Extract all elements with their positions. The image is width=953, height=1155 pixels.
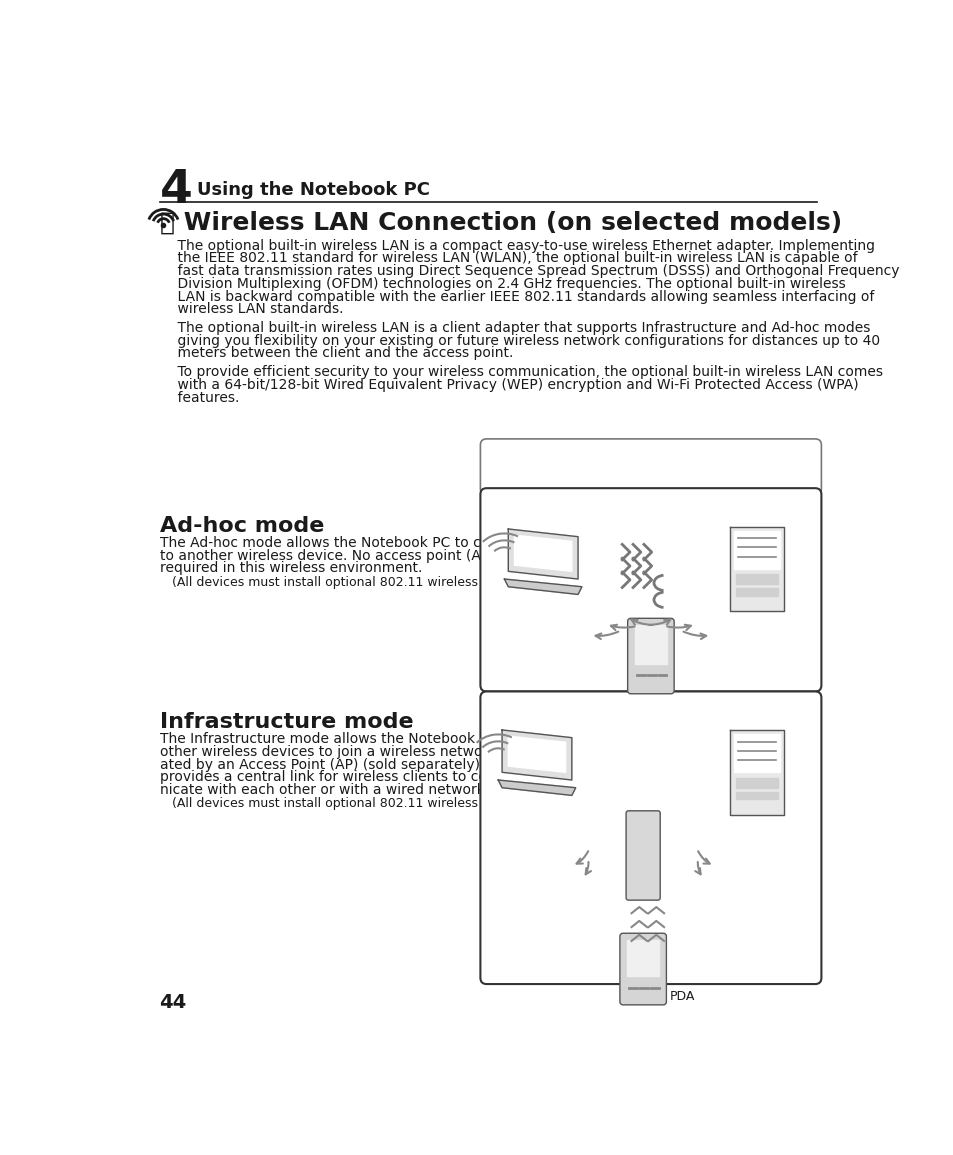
- FancyBboxPatch shape: [480, 439, 821, 495]
- Text: PDA: PDA: [669, 990, 694, 1004]
- Text: PDA: PDA: [677, 679, 702, 692]
- FancyBboxPatch shape: [480, 489, 821, 692]
- Text: Division Multiplexing (OFDM) technologies on 2.4 GHz frequencies. The optional b: Division Multiplexing (OFDM) technologie…: [159, 277, 844, 291]
- Text: with a 64-bit/128-bit Wired Equivalent Privacy (WEP) encryption and Wi-Fi Protec: with a 64-bit/128-bit Wired Equivalent P…: [159, 378, 858, 392]
- Text: Ad-hoc mode: Ad-hoc mode: [159, 516, 324, 536]
- Polygon shape: [508, 529, 578, 579]
- Text: giving you flexibility on your existing or future wireless network configuration: giving you flexibility on your existing …: [159, 334, 879, 348]
- Text: wireless LAN standards.: wireless LAN standards.: [159, 303, 343, 316]
- Polygon shape: [736, 791, 778, 799]
- Polygon shape: [729, 730, 783, 814]
- Text: Using the Notebook PC: Using the Notebook PC: [196, 181, 429, 199]
- Text: (All devices must install optional 802.11 wireless LAN adapters.): (All devices must install optional 802.1…: [159, 797, 575, 811]
- Text: meters between the client and the access point.: meters between the client and the access…: [159, 346, 513, 360]
- Text: Desktop PC: Desktop PC: [730, 504, 802, 516]
- Polygon shape: [733, 530, 780, 569]
- Polygon shape: [634, 625, 666, 664]
- Text: to another wireless device. No access point (AP) is: to another wireless device. No access po…: [159, 549, 509, 562]
- Polygon shape: [736, 588, 778, 596]
- Polygon shape: [736, 574, 778, 584]
- Text: These are examples of the Notebook PC
connected to a Wireless Network.: These are examples of the Notebook PC co…: [532, 453, 768, 480]
- FancyBboxPatch shape: [480, 692, 821, 984]
- Text: The optional built-in wireless LAN is a compact easy-to-use wireless Ethernet ad: The optional built-in wireless LAN is a …: [159, 239, 874, 253]
- Text: Infrastructure mode: Infrastructure mode: [159, 713, 413, 732]
- Text: Desktop PC: Desktop PC: [730, 707, 802, 720]
- Text: provides a central link for wireless clients to commu-: provides a central link for wireless cli…: [159, 770, 526, 784]
- Text: Access
Point: Access Point: [663, 833, 701, 854]
- Text: To provide efficient security to your wireless communication, the optional built: To provide efficient security to your wi…: [159, 365, 882, 379]
- Text: (All devices must install optional 802.11 wireless LAN adapters.): (All devices must install optional 802.1…: [159, 575, 575, 589]
- Text: nicate with each other or with a wired network.: nicate with each other or with a wired n…: [159, 783, 488, 797]
- Polygon shape: [733, 733, 780, 773]
- Polygon shape: [501, 730, 571, 780]
- Text: Notebook PC: Notebook PC: [498, 707, 578, 720]
- Text: fast data transmission rates using Direct Sequence Spread Spectrum (DSSS) and Or: fast data transmission rates using Direc…: [159, 264, 898, 278]
- Text: The optional built-in wireless LAN is a client adapter that supports Infrastruct: The optional built-in wireless LAN is a …: [159, 321, 869, 335]
- Text: The Ad-hoc mode allows the Notebook PC to connect: The Ad-hoc mode allows the Notebook PC t…: [159, 536, 527, 550]
- Polygon shape: [736, 777, 778, 788]
- Polygon shape: [729, 527, 783, 611]
- FancyBboxPatch shape: [619, 933, 666, 1005]
- Text: LAN is backward compatible with the earlier IEEE 802.11 standards allowing seaml: LAN is backward compatible with the earl…: [159, 290, 873, 304]
- Polygon shape: [508, 736, 565, 773]
- Text: 4: 4: [159, 167, 193, 213]
- Polygon shape: [514, 535, 571, 572]
- Text: required in this wireless environment.: required in this wireless environment.: [159, 561, 421, 575]
- Text: ated by an Access Point (AP) (sold separately) that: ated by an Access Point (AP) (sold separ…: [159, 758, 512, 772]
- Polygon shape: [497, 780, 575, 796]
- Text: Notebook PC: Notebook PC: [498, 504, 578, 516]
- Text: other wireless devices to join a wireless network cre-: other wireless devices to join a wireles…: [159, 745, 526, 759]
- FancyBboxPatch shape: [625, 811, 659, 900]
- Polygon shape: [504, 579, 581, 595]
- Text: the IEEE 802.11 standard for wireless LAN (WLAN), the optional built-in wireless: the IEEE 802.11 standard for wireless LA…: [159, 252, 857, 266]
- Text: The Infrastructure mode allows the Notebook PC and: The Infrastructure mode allows the Noteb…: [159, 732, 527, 746]
- Text: features.: features.: [159, 390, 238, 404]
- FancyBboxPatch shape: [627, 618, 674, 694]
- Text: ⓐ Wireless LAN Connection (on selected models): ⓐ Wireless LAN Connection (on selected m…: [159, 211, 841, 234]
- Text: 44: 44: [159, 993, 187, 1012]
- Polygon shape: [626, 940, 659, 976]
